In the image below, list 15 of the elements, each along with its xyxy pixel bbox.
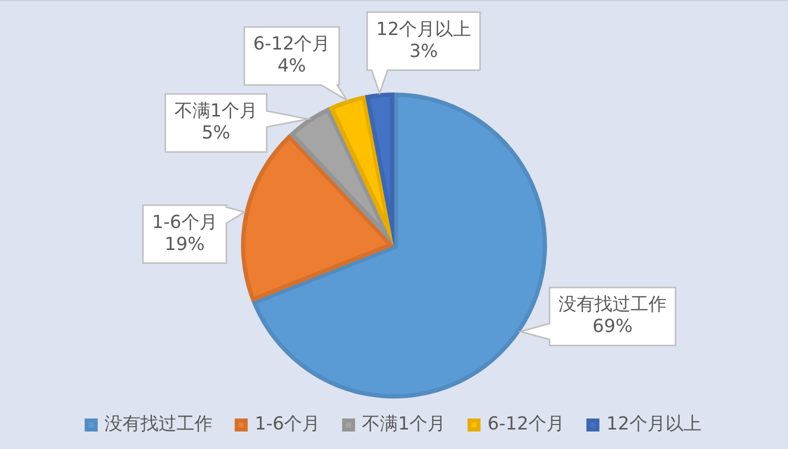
slice-label: 不满1个月 <box>174 100 258 122</box>
legend-label: 6-12个月 <box>488 414 564 435</box>
data-label: 4% <box>277 56 306 77</box>
data-label: 19% <box>164 234 205 255</box>
legend-label: 1-6个月 <box>254 414 320 435</box>
legend-label: 不满1个月 <box>362 414 446 435</box>
legend-label: 12个月以上 <box>606 414 702 435</box>
slice-label: 没有找过工作 <box>558 294 667 316</box>
slice-label: 6-12个月 <box>253 34 330 55</box>
slice-label: 12个月以上 <box>376 18 472 40</box>
data-label: 5% <box>202 122 230 144</box>
slice-label: 1-6个月 <box>152 212 218 233</box>
data-label: 69% <box>592 316 633 338</box>
legend-label: 没有找过工作 <box>104 414 213 435</box>
data-label: 3% <box>409 40 438 62</box>
